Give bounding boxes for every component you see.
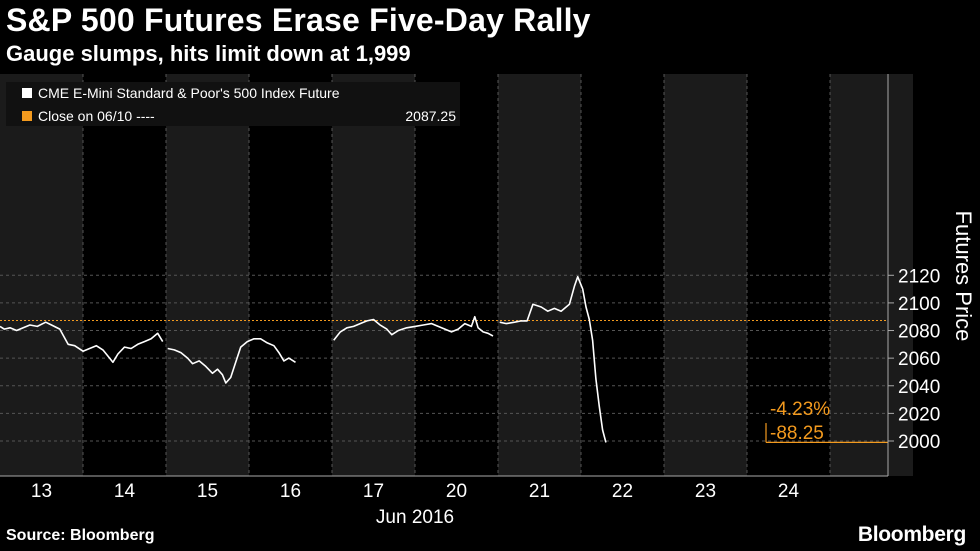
x-tick-label: 24	[778, 481, 800, 502]
x-tick-labels: 13 14 15 16 17 20 21 22 23 24	[31, 481, 800, 502]
x-tick-label: 21	[529, 481, 550, 502]
legend-label-futures: CME E-Mini Standard & Poor's 500 Index F…	[38, 85, 340, 101]
price-line	[167, 337, 296, 384]
x-tick-label: 22	[612, 481, 633, 502]
annotation-percent: -4.23%	[770, 399, 830, 420]
price-line-series	[0, 275, 607, 443]
legend-label-close: Close on 06/10 ----	[38, 108, 155, 124]
x-tick-label: 16	[280, 481, 301, 502]
y-tick-label: 2100	[898, 294, 940, 315]
price-line	[333, 315, 494, 341]
x-tick-label: 17	[363, 481, 384, 502]
horizontal-gridlines	[0, 274, 888, 442]
x-axis-label: Jun 2016	[376, 507, 454, 528]
legend-swatch-close	[22, 111, 32, 121]
source-note: Source: Bloomberg	[6, 527, 155, 544]
y-tick-label: 2040	[898, 377, 940, 398]
chart-title: S&P 500 Futures Erase Five-Day Rally	[6, 2, 591, 38]
y-tick-label: 2060	[898, 349, 940, 370]
y-axis-label: Futures Price	[951, 211, 976, 342]
price-line	[0, 321, 164, 364]
legend: CME E-Mini Standard & Poor's 500 Index F…	[6, 82, 460, 126]
y-tick-label: 2000	[898, 432, 940, 453]
y-tick-label: 2120	[898, 266, 940, 287]
bloomberg-logo: Bloomberg	[857, 523, 966, 546]
x-tick-label: 15	[197, 481, 218, 502]
annotation-points: -88.25	[770, 423, 824, 444]
y-tick-label: 2020	[898, 404, 940, 425]
x-tick-label: 20	[446, 481, 467, 502]
x-tick-label: 13	[31, 481, 52, 502]
price-line	[499, 275, 607, 443]
y-tick-label: 2080	[898, 322, 940, 343]
legend-swatch-futures	[22, 88, 32, 98]
x-tick-label: 23	[695, 481, 716, 502]
legend-value-close: 2087.25	[405, 108, 456, 124]
x-tick-label: 14	[114, 481, 136, 502]
chart-subtitle: Gauge slumps, hits limit down at 1,999	[6, 41, 411, 66]
legend-box	[6, 82, 460, 126]
y-tick-labels: 2000 2020 2040 2060 2080 2100 2120	[888, 266, 940, 453]
